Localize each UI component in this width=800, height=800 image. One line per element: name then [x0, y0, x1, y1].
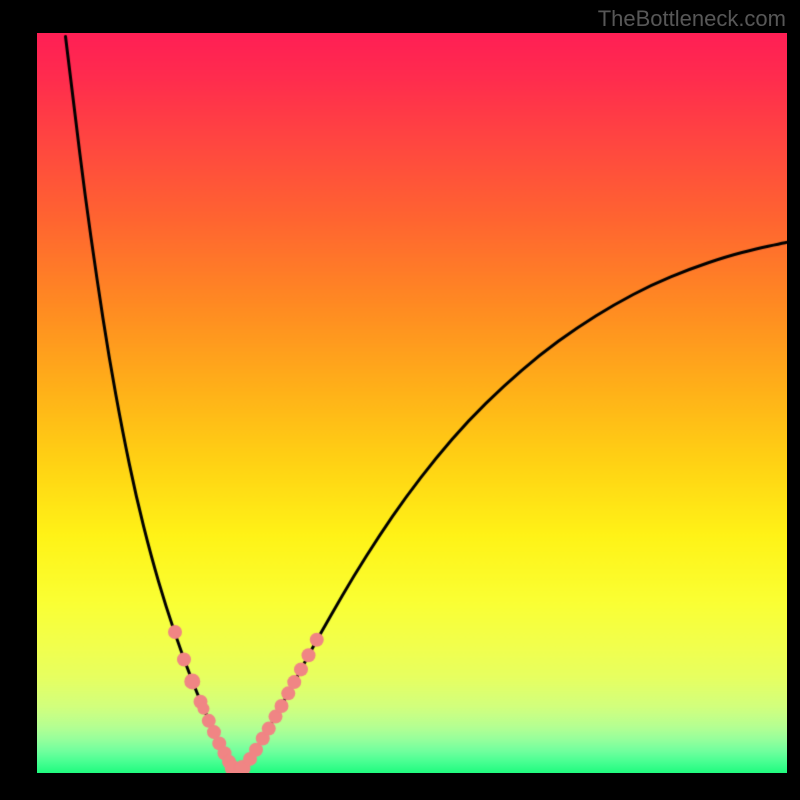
attribution-label: TheBottleneck.com: [598, 6, 786, 32]
chart-curve-layer: [37, 33, 787, 773]
bottleneck-chart: [37, 33, 787, 773]
